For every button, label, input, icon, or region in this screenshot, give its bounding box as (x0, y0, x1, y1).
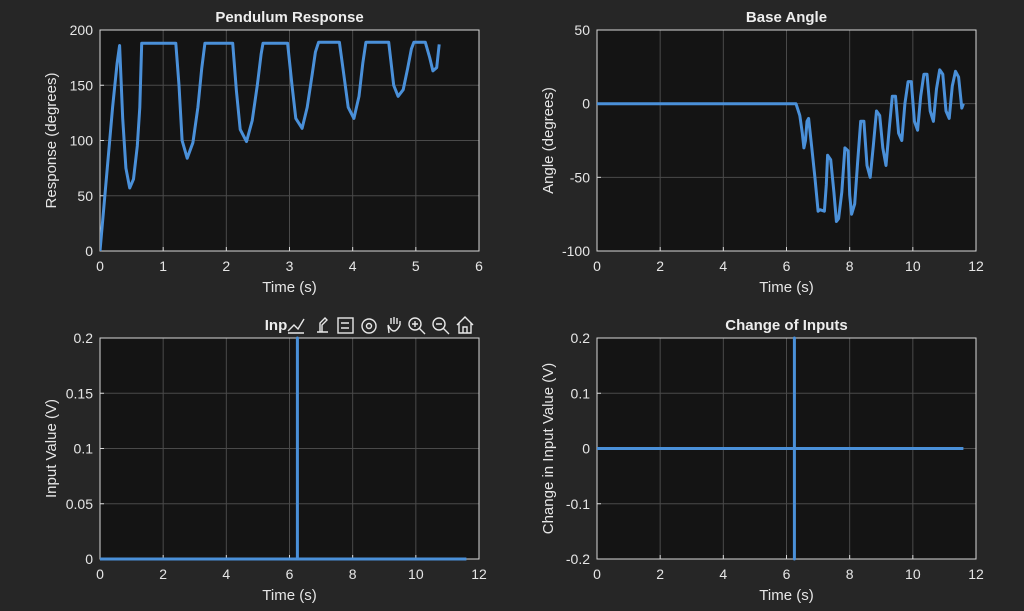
x-tick-label: 8 (349, 566, 357, 582)
x-tick-label: 10 (905, 566, 921, 582)
zoom-in-icon[interactable] (408, 317, 426, 335)
x-tick-label: 0 (593, 258, 601, 274)
series-line-1 (597, 68, 965, 223)
x-axis-label: Time (s) (262, 587, 316, 604)
x-tick-label: 0 (96, 566, 104, 582)
chart-2: 0 2 4 6 8 10 12 -100 -50 0 50 Base Angle Time (s) Ang… (540, 9, 984, 296)
chart-title: Base Angle (746, 9, 827, 26)
x-tick-label: 2 (159, 566, 167, 582)
y-tick-label: 0 (85, 551, 93, 567)
y-tick-label: 0.2 (571, 330, 591, 346)
y-tick-label: -0.1 (566, 496, 590, 512)
chart-title: Change of Inputs (725, 317, 848, 334)
x-tick-label: 4 (349, 258, 357, 274)
x-tick-label: 2 (656, 258, 664, 274)
y-tick-label: 50 (574, 22, 590, 38)
x-tick-label: 6 (783, 258, 791, 274)
y-axis-label: Input Value (V) (43, 399, 60, 498)
y-tick-label: 0.2 (74, 330, 94, 346)
rotate-icon[interactable] (361, 318, 377, 334)
series-line-1 (597, 336, 964, 561)
y-tick-label: 0 (582, 96, 590, 112)
chart-3: 0 2 4 6 8 10 12 0 0.05 0.1 0.15 0.2 Inp Time (s) Input… (43, 317, 487, 604)
x-tick-label: 2 (222, 258, 230, 274)
y-tick-label: -0.2 (566, 551, 590, 567)
x-tick-label: 5 (412, 258, 420, 274)
axes-toolbar (287, 316, 474, 335)
y-tick-label: 100 (70, 133, 94, 149)
y-tick-label: 0 (85, 243, 93, 259)
chart-4: 0 2 4 6 8 10 12 -0.2 -0.1 0 0.1 0.2 Change of Inputs… (540, 317, 984, 604)
series-line-1 (100, 336, 467, 561)
x-axis-label: Time (s) (262, 279, 316, 296)
series-line-1 (100, 40, 441, 252)
x-axis-label: Time (s) (759, 587, 813, 604)
x-tick-label: 2 (656, 566, 664, 582)
x-tick-label: 4 (222, 566, 230, 582)
y-tick-label: 50 (77, 188, 93, 204)
x-tick-label: 12 (968, 258, 984, 274)
x-tick-label: 6 (783, 566, 791, 582)
y-tick-label: -100 (562, 243, 590, 259)
y-axis-label: Change in Input Value (V) (540, 363, 557, 535)
x-tick-label: 12 (471, 566, 487, 582)
x-tick-label: 4 (719, 258, 727, 274)
zoom-out-icon[interactable] (432, 317, 450, 335)
data-tips-icon[interactable] (287, 318, 305, 334)
chart-title: Inp (265, 317, 288, 334)
home-icon[interactable] (456, 316, 474, 334)
x-tick-label: 10 (408, 566, 424, 582)
x-tick-label: 6 (286, 566, 294, 582)
y-axis-label: Response (degrees) (43, 73, 60, 209)
brush-icon[interactable] (317, 317, 328, 333)
x-tick-label: 12 (968, 566, 984, 582)
pan-icon[interactable] (387, 317, 401, 334)
x-tick-label: 4 (719, 566, 727, 582)
x-tick-label: 8 (846, 566, 854, 582)
y-tick-label: 0 (582, 441, 590, 457)
x-tick-label: 0 (96, 258, 104, 274)
y-tick-label: 150 (70, 77, 94, 93)
chart-1: 0 1 2 3 4 5 6 0 50 100 150 200 Pendulum Response Time… (43, 9, 483, 296)
x-tick-label: 1 (159, 258, 167, 274)
axes-frame (596, 29, 977, 252)
y-tick-label: 200 (70, 22, 94, 38)
x-axis-label: Time (s) (759, 279, 813, 296)
y-tick-label: -50 (570, 169, 590, 185)
x-tick-label: 6 (475, 258, 483, 274)
legend-icon[interactable] (337, 317, 354, 334)
y-tick-label: 0.1 (74, 441, 94, 457)
x-tick-label: 3 (286, 258, 294, 274)
y-tick-label: 0.15 (66, 385, 93, 401)
y-axis-label: Angle (degrees) (540, 87, 557, 194)
x-tick-label: 10 (905, 258, 921, 274)
y-tick-label: 0.1 (571, 385, 591, 401)
chart-title: Pendulum Response (215, 9, 363, 26)
axes-frame (99, 29, 480, 252)
x-tick-label: 0 (593, 566, 601, 582)
y-tick-label: 0.05 (66, 496, 93, 512)
x-tick-label: 8 (846, 258, 854, 274)
